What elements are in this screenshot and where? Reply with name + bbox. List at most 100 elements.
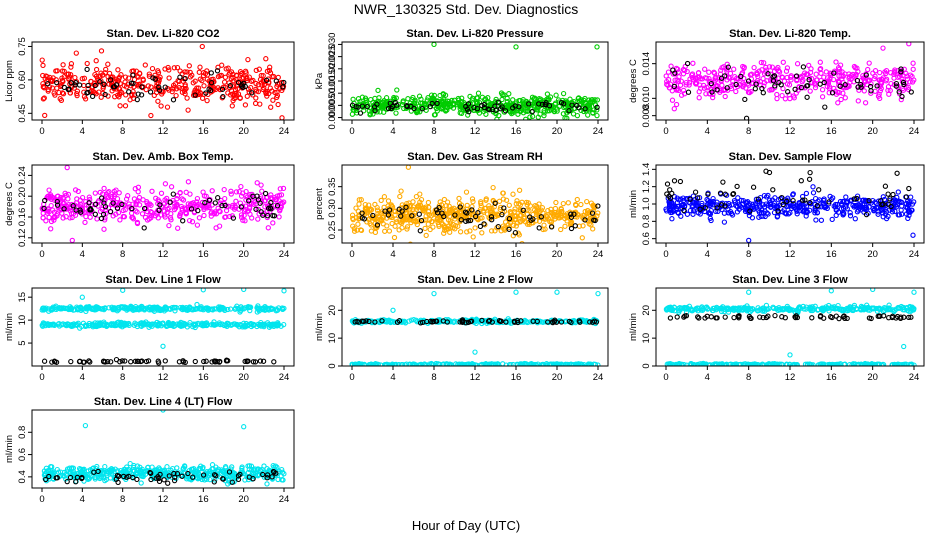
data-point	[698, 307, 704, 313]
data-point	[260, 86, 266, 93]
data-point	[531, 361, 537, 366]
data-point	[906, 185, 912, 192]
data-point	[535, 104, 542, 110]
data-point	[190, 200, 196, 206]
data-point	[586, 361, 593, 366]
data-point	[110, 306, 116, 313]
data-point	[529, 113, 536, 120]
data-point	[192, 92, 198, 98]
x-tick-label: 4	[80, 249, 85, 260]
data-point	[263, 56, 269, 62]
outlier-point	[513, 289, 519, 295]
data-point	[49, 359, 55, 365]
data-point	[92, 190, 98, 196]
data-point	[145, 358, 152, 364]
data-point	[574, 196, 580, 203]
data-point	[384, 223, 390, 229]
data-point	[48, 307, 54, 313]
data-point	[147, 89, 154, 95]
y-tick-label: 0.35	[327, 177, 338, 196]
data-point	[184, 95, 190, 101]
outlier-point	[120, 288, 126, 293]
data-point	[436, 217, 443, 223]
data-point	[388, 362, 394, 366]
data-point	[535, 107, 541, 113]
data-point	[352, 319, 358, 325]
data-point	[506, 362, 513, 366]
data-point	[842, 95, 848, 101]
data-point	[40, 62, 46, 69]
data-point	[458, 217, 464, 223]
data-point	[394, 87, 400, 93]
data-point	[500, 196, 507, 202]
y-tick-label: 1.2	[641, 180, 652, 193]
data-point	[252, 359, 259, 365]
data-point	[244, 75, 250, 81]
data-point	[475, 90, 482, 96]
data-point	[155, 98, 161, 104]
x-tick-label: 24	[279, 126, 290, 137]
data-point	[64, 305, 71, 312]
data-point	[103, 66, 109, 73]
outlier-point	[472, 349, 478, 355]
data-point	[719, 305, 726, 312]
data-point	[145, 202, 151, 208]
data-point	[175, 225, 181, 231]
data-point	[272, 202, 278, 209]
data-point	[155, 358, 161, 364]
data-point	[268, 192, 274, 198]
data-point	[126, 89, 132, 95]
data-point	[76, 82, 83, 88]
data-point	[448, 318, 454, 325]
data-point	[477, 223, 484, 230]
x-tick-label: 0	[349, 372, 354, 383]
data-point	[572, 201, 579, 208]
data-point	[87, 214, 93, 220]
data-point	[233, 198, 239, 204]
data-point	[513, 223, 519, 229]
data-point	[253, 206, 259, 212]
data-point	[354, 362, 361, 366]
data-point	[448, 362, 455, 366]
data-point	[51, 358, 58, 364]
data-point	[98, 94, 104, 100]
outlier-point	[594, 44, 600, 50]
data-points	[349, 42, 601, 120]
data-point	[419, 106, 425, 112]
data-point	[349, 361, 355, 366]
data-point	[211, 306, 217, 312]
data-point	[74, 90, 80, 97]
data-point	[170, 97, 177, 103]
data-point	[411, 100, 417, 106]
data-point	[749, 215, 756, 221]
data-point	[93, 91, 99, 97]
data-point	[770, 74, 776, 80]
data-point	[263, 90, 269, 97]
data-point	[418, 217, 425, 224]
data-point	[404, 224, 411, 230]
data-point	[223, 207, 230, 214]
data-point	[677, 178, 684, 185]
data-point	[889, 209, 896, 215]
data-point	[747, 208, 753, 214]
data-point	[403, 217, 410, 223]
data-point	[510, 97, 516, 103]
data-point	[502, 219, 509, 225]
y-tick-label: 0.12	[17, 229, 28, 248]
data-point	[215, 64, 221, 70]
data-point	[771, 305, 777, 312]
data-point	[87, 359, 93, 365]
outlier-point	[279, 115, 285, 120]
data-point	[277, 206, 283, 212]
data-point	[588, 97, 595, 103]
data-point	[166, 306, 172, 312]
data-point	[426, 211, 432, 218]
data-point	[437, 361, 443, 366]
data-point	[268, 305, 274, 311]
data-point	[426, 361, 433, 366]
outlier-point	[906, 42, 912, 47]
data-point	[678, 213, 684, 219]
data-point	[729, 202, 735, 208]
panel-5: Stan. Dev. Gas Stream RH0 4 8 12 16 20 240.250…	[314, 151, 609, 260]
data-point	[879, 201, 885, 208]
